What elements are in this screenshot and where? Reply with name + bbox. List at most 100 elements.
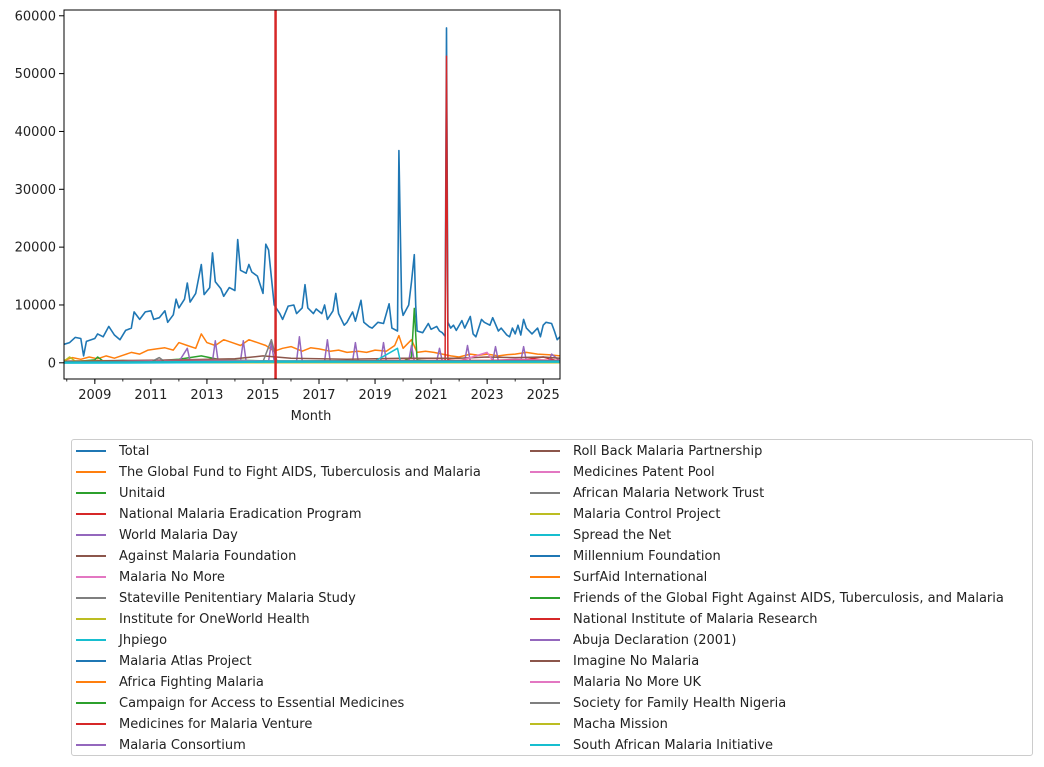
y-tick-label-3: 30000 bbox=[15, 183, 56, 198]
legend-label: World Malaria Day bbox=[119, 527, 238, 543]
axes-layer bbox=[63, 9, 561, 380]
series-line-1 bbox=[63, 333, 561, 362]
legend-item: Jhpiego bbox=[76, 630, 167, 650]
line-chart: 2009 2011 2013 2015 2017 2019 2021 2023 2025 0 100… bbox=[15, 9, 561, 424]
legend-item: Unitaid bbox=[76, 483, 165, 503]
legend-swatch bbox=[76, 534, 106, 536]
legend-swatch bbox=[530, 555, 560, 557]
legend-swatch bbox=[530, 702, 560, 704]
legend-item: The Global Fund to Fight AIDS, Tuberculo… bbox=[76, 462, 481, 482]
y-tick-label-0: 0 bbox=[48, 356, 56, 371]
x-tick-label-7: 2023 bbox=[471, 388, 504, 403]
legend-label: Institute for OneWorld Health bbox=[119, 611, 310, 627]
legend-swatch bbox=[76, 702, 106, 704]
legend-item: South African Malaria Initiative bbox=[530, 735, 773, 755]
legend-item: Malaria Control Project bbox=[530, 504, 720, 524]
legend-item: Africa Fighting Malaria bbox=[76, 672, 264, 692]
legend-swatch bbox=[76, 744, 106, 746]
legend-label: Macha Mission bbox=[573, 716, 668, 732]
legend-swatch bbox=[530, 597, 560, 599]
x-axis-label: Month bbox=[291, 409, 332, 424]
legend-swatch bbox=[76, 492, 106, 494]
y-tick-label-1: 10000 bbox=[15, 298, 56, 313]
legend-label: Malaria No More UK bbox=[573, 674, 702, 690]
legend-label: Millennium Foundation bbox=[573, 548, 721, 564]
legend-swatch bbox=[530, 492, 560, 494]
legend-item: Friends of the Global Fight Against AIDS… bbox=[530, 588, 1004, 608]
legend-label: SurfAid International bbox=[573, 569, 708, 585]
legend-swatch bbox=[530, 618, 560, 620]
legend-label: Stateville Penitentiary Malaria Study bbox=[119, 590, 356, 606]
series-line-3 bbox=[64, 55, 561, 363]
legend-item: Malaria No More bbox=[76, 567, 225, 587]
series-layer bbox=[63, 27, 561, 364]
legend-label: National Institute of Malaria Research bbox=[573, 611, 818, 627]
legend-item: Malaria Atlas Project bbox=[76, 651, 252, 671]
legend-label: South African Malaria Initiative bbox=[573, 737, 773, 753]
legend-item: Stateville Penitentiary Malaria Study bbox=[76, 588, 356, 608]
legend-swatch bbox=[530, 723, 560, 725]
legend-swatch bbox=[76, 597, 106, 599]
legend-swatch bbox=[76, 639, 106, 641]
legend-item: World Malaria Day bbox=[76, 525, 238, 545]
legend-swatch bbox=[76, 618, 106, 620]
legend-item: Campaign for Access to Essential Medicin… bbox=[76, 693, 404, 713]
legend-swatch bbox=[76, 576, 106, 578]
legend-label: Against Malaria Foundation bbox=[119, 548, 297, 564]
legend-label: Unitaid bbox=[119, 485, 166, 501]
legend-item: Medicines for Malaria Venture bbox=[76, 714, 312, 734]
x-tick-label-2: 2013 bbox=[190, 388, 223, 403]
legend-swatch bbox=[530, 660, 560, 662]
legend-item: Macha Mission bbox=[530, 714, 668, 734]
legend-swatch bbox=[530, 681, 560, 683]
x-tick-label-0: 2009 bbox=[78, 388, 111, 403]
legend-swatch bbox=[76, 555, 106, 557]
legend-swatch bbox=[76, 660, 106, 662]
legend-swatch bbox=[530, 513, 560, 515]
legend-item: Against Malaria Foundation bbox=[76, 546, 296, 566]
legend-item: Malaria Consortium bbox=[76, 735, 246, 755]
legend-swatch bbox=[530, 450, 560, 452]
legend: Total The Global Fund to Fight AIDS, Tube… bbox=[71, 439, 1033, 756]
legend-swatch bbox=[530, 744, 560, 746]
legend-label: The Global Fund to Fight AIDS, Tuberculo… bbox=[119, 464, 481, 480]
legend-label: Jhpiego bbox=[119, 632, 168, 648]
legend-item: Imagine No Malaria bbox=[530, 651, 699, 671]
legend-label: African Malaria Network Trust bbox=[573, 485, 765, 501]
legend-item: Millennium Foundation bbox=[530, 546, 721, 566]
legend-swatch bbox=[76, 513, 106, 515]
legend-swatch bbox=[76, 450, 106, 452]
x-tick-label-3: 2015 bbox=[246, 388, 279, 403]
legend-item: Abuja Declaration (2001) bbox=[530, 630, 736, 650]
legend-label: Imagine No Malaria bbox=[573, 653, 700, 669]
legend-item: National Malaria Eradication Program bbox=[76, 504, 362, 524]
y-tick-label-2: 20000 bbox=[15, 241, 56, 256]
series-line-29 bbox=[63, 360, 560, 364]
legend-swatch bbox=[76, 723, 106, 725]
legend-label: Malaria No More bbox=[119, 569, 225, 585]
legend-swatch bbox=[76, 681, 106, 683]
x-tick-label-4: 2017 bbox=[302, 388, 335, 403]
x-tick-label-5: 2019 bbox=[359, 388, 392, 403]
legend-item: Society for Family Health Nigeria bbox=[530, 693, 786, 713]
legend-item: Roll Back Malaria Partnership bbox=[530, 441, 762, 461]
y-tick-label-4: 40000 bbox=[15, 125, 56, 140]
legend-label: Malaria Control Project bbox=[573, 506, 721, 522]
legend-item: Medicines Patent Pool bbox=[530, 462, 715, 482]
legend-label: Roll Back Malaria Partnership bbox=[573, 443, 763, 459]
x-tick-label-6: 2021 bbox=[415, 388, 448, 403]
legend-label: National Malaria Eradication Program bbox=[119, 506, 362, 522]
legend-item: National Institute of Malaria Research bbox=[530, 609, 818, 629]
legend-swatch bbox=[76, 471, 106, 473]
x-tick-label-1: 2011 bbox=[134, 388, 167, 403]
legend-item: SurfAid International bbox=[530, 567, 707, 587]
legend-item: Spread the Net bbox=[530, 525, 671, 545]
legend-item: Malaria No More UK bbox=[530, 672, 701, 692]
legend-label: Society for Family Health Nigeria bbox=[573, 695, 787, 711]
y-tick-label-5: 50000 bbox=[15, 67, 56, 82]
series-line-0 bbox=[63, 27, 561, 357]
legend-label: Campaign for Access to Essential Medicin… bbox=[119, 695, 405, 711]
plot-frame bbox=[63, 9, 561, 380]
ticks-layer: 2009 2011 2013 2015 2017 2019 2021 2023 2025 0 100… bbox=[15, 9, 560, 403]
legend-swatch bbox=[530, 639, 560, 641]
